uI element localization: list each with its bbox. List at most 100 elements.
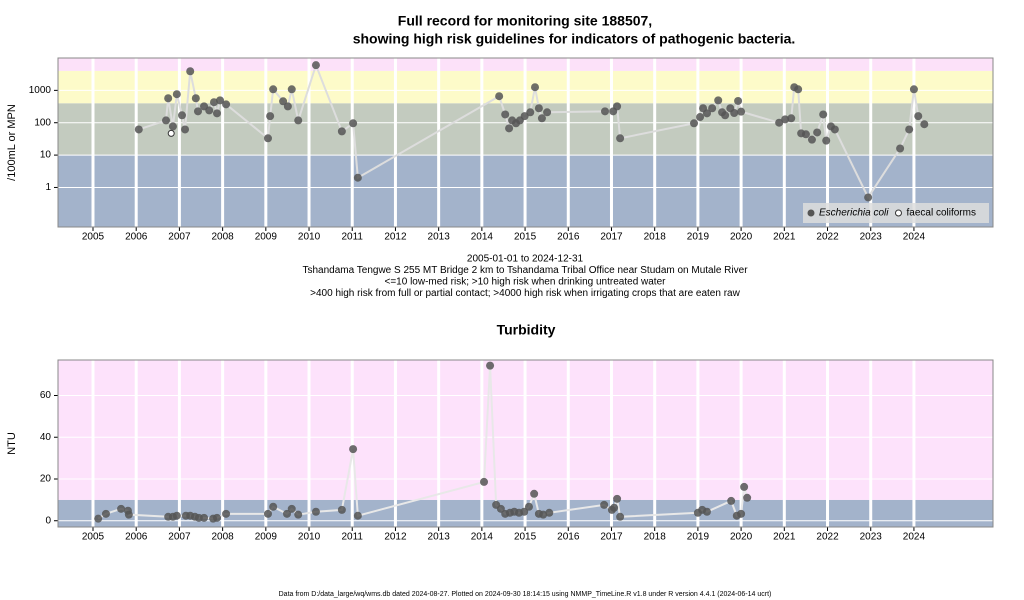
- data-point: [134, 125, 143, 134]
- data-point: [543, 108, 552, 117]
- data-point: [279, 97, 288, 106]
- footer: Data from D:/data_large/wq/wms.db dated …: [279, 591, 772, 598]
- data-point: [353, 511, 362, 520]
- data-point: [337, 127, 346, 136]
- y-tick-label: 40: [40, 432, 52, 443]
- data-point: [287, 85, 296, 94]
- data-point: [690, 119, 699, 128]
- data-point: [222, 100, 231, 109]
- data-point: [775, 118, 784, 127]
- data-point: [920, 120, 929, 129]
- data-point: [186, 67, 195, 76]
- x-tick-label: 2013: [428, 232, 451, 243]
- data-point: [616, 134, 625, 143]
- x-tick-label: 2007: [168, 232, 191, 243]
- x-tick-label: 2006: [125, 532, 148, 543]
- data-point: [601, 107, 610, 116]
- data-point: [216, 96, 225, 105]
- data-point: [269, 502, 278, 511]
- data-point: [531, 83, 540, 92]
- data-point: [737, 107, 746, 116]
- y-axis-label: /100mL or MPN: [6, 104, 18, 181]
- data-point: [613, 494, 622, 503]
- data-point: [737, 509, 746, 518]
- data-point: [721, 111, 730, 120]
- data-point: [222, 509, 231, 518]
- x-tick-label: 2017: [600, 532, 623, 543]
- x-tick-label: 2016: [557, 532, 580, 543]
- x-tick-label: 2008: [211, 532, 234, 543]
- y-tick-label: 20: [40, 474, 52, 485]
- data-point: [287, 504, 296, 513]
- data-point: [813, 128, 822, 137]
- data-point: [191, 94, 200, 103]
- note: 2005-01-01 to 2024-12-31: [467, 254, 584, 265]
- legend: Escherichia coli faecal coliforms: [803, 203, 989, 223]
- data-point: [708, 104, 717, 113]
- x-tick-label: 2011: [341, 532, 363, 543]
- data-point: [283, 102, 292, 111]
- data-point: [524, 502, 533, 511]
- data-point: [520, 112, 529, 121]
- data-point: [539, 510, 548, 519]
- data-point: [294, 510, 303, 519]
- data-point: [353, 173, 362, 182]
- data-point: [520, 507, 529, 516]
- x-tick-label: 2014: [471, 232, 494, 243]
- data-point: [905, 125, 914, 134]
- x-tick-label: 2015: [514, 232, 537, 243]
- data-point: [200, 513, 209, 522]
- data-point: [282, 509, 291, 518]
- y-tick-label: 10: [40, 150, 52, 161]
- x-tick-label: 2017: [600, 232, 623, 243]
- data-point: [727, 496, 736, 505]
- data-point: [162, 116, 171, 125]
- data-point: [337, 505, 346, 514]
- data-point: [534, 104, 543, 113]
- y-tick-label: 0: [45, 515, 51, 526]
- x-tick-label: 2024: [903, 532, 926, 543]
- x-tick-label: 2008: [211, 232, 234, 243]
- x-tick-label: 2022: [816, 232, 839, 243]
- x-tick-label: 2020: [730, 232, 753, 243]
- data-point: [172, 511, 181, 520]
- data-point: [480, 477, 489, 486]
- data-point: [740, 482, 749, 491]
- data-point: [730, 108, 739, 117]
- data-point: [213, 109, 222, 118]
- data-point: [193, 107, 202, 116]
- x-tick-label: 2021: [773, 532, 796, 543]
- y-tick-label: 1000: [29, 85, 52, 96]
- data-point: [914, 112, 923, 121]
- data-point: [205, 106, 214, 115]
- chart-subtitle: showing high risk guidelines for indicat…: [353, 31, 796, 47]
- data-point: [702, 109, 711, 118]
- data-point: [896, 144, 905, 153]
- data-point: [349, 119, 358, 128]
- x-tick-label: 2012: [384, 532, 407, 543]
- x-tick-label: 2014: [471, 532, 494, 543]
- note: >400 high risk from full or partial cont…: [310, 288, 740, 299]
- y-tick-label: 100: [34, 117, 51, 128]
- data-point: [714, 96, 723, 105]
- data-point: [266, 112, 275, 121]
- data-point: [696, 113, 705, 122]
- data-point: [537, 114, 546, 123]
- data-point: [734, 96, 743, 105]
- x-tick-label: 2005: [82, 232, 105, 243]
- x-tick-label: 2022: [816, 532, 839, 543]
- data-point: [545, 508, 554, 517]
- data-point: [164, 94, 173, 103]
- legend-marker: [807, 209, 815, 217]
- x-tick-label: 2012: [384, 232, 407, 243]
- data-point: [124, 510, 133, 519]
- data-point: [743, 493, 752, 502]
- data-point: [787, 114, 796, 123]
- x-tick-label: 2010: [298, 532, 321, 543]
- y-tick-label: 1: [45, 182, 51, 193]
- plot-frame: [57, 359, 994, 528]
- data-point: [181, 125, 190, 134]
- data-point: [526, 108, 535, 117]
- legend-label: faecal coliforms: [906, 208, 975, 219]
- data-point: [613, 102, 622, 111]
